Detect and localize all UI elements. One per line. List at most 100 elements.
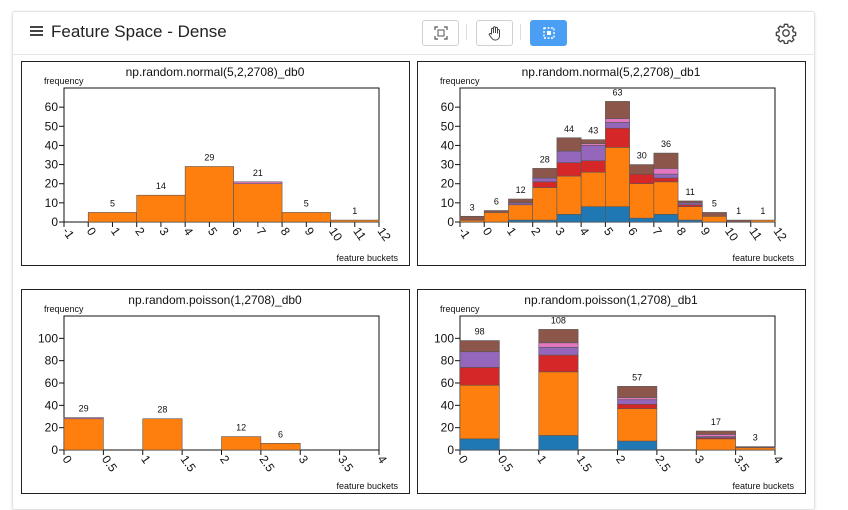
- bar-segment-orange: [459, 384, 500, 440]
- y-tick-label: 30: [45, 158, 59, 172]
- y-tick-label: 20: [441, 177, 455, 191]
- bar-value-label: 5: [712, 198, 717, 208]
- x-tick-label: 7: [649, 225, 664, 239]
- bar-value-label: 43: [588, 126, 598, 136]
- x-tick-label: 2: [613, 453, 628, 467]
- bar-segment-red: [629, 173, 655, 185]
- x-tick-label: 11: [746, 225, 765, 244]
- x-tick-label: 8: [278, 225, 293, 239]
- x-tick-label: 2: [132, 225, 147, 239]
- histogram-panel-poisson-db0: np.random.poisson(1,2708)_db0 frequency fe…: [21, 289, 410, 494]
- bar-value-label: 3: [470, 202, 475, 212]
- x-axis-label: feature buckets: [732, 481, 794, 491]
- chart-title: np.random.poisson(1,2708)_db0: [128, 293, 302, 307]
- bar-segment-blue: [459, 438, 500, 451]
- bar-segment-red: [617, 403, 658, 409]
- histogram-panel-normal-db1: np.random.normal(5,2,2708)_db1 frequency f…: [417, 61, 806, 266]
- bar-segment-purple: [556, 150, 582, 163]
- bar-segment-red: [605, 127, 630, 148]
- bar-value-label: 57: [632, 372, 642, 382]
- x-tick-label: 2: [528, 225, 543, 239]
- bar-value-label: 28: [157, 405, 167, 415]
- bar-value-label: 1: [760, 206, 765, 216]
- x-tick-label: 0: [480, 225, 495, 239]
- bar-segment-orange: [330, 219, 380, 223]
- bar-value-label: 44: [564, 124, 574, 134]
- x-tick-label: -1: [60, 225, 78, 242]
- bar-segment-orange: [136, 194, 186, 223]
- bar-segment-brown: [580, 139, 606, 144]
- hamburger-menu-icon[interactable]: [30, 26, 43, 36]
- y-tick-label: 40: [441, 138, 455, 152]
- bar-segment-orange: [87, 212, 137, 223]
- x-axis-label: feature buckets: [336, 253, 398, 263]
- bar-value-label: 5: [110, 198, 115, 208]
- bar-segment-brown: [556, 137, 582, 152]
- x-tick-label: 3: [156, 225, 171, 239]
- y-tick-label: 20: [45, 421, 59, 435]
- bar-segment-orange: [653, 181, 679, 215]
- box-select-button[interactable]: [530, 20, 567, 46]
- bar-segment-brown: [538, 329, 579, 344]
- bar-value-label: 12: [236, 423, 246, 433]
- bar-segment-purple: [532, 177, 558, 183]
- x-tick-label: 9: [698, 225, 713, 239]
- gear-icon[interactable]: [775, 22, 797, 44]
- bar-segment-orange: [702, 215, 727, 223]
- bar-segment-red: [653, 177, 679, 183]
- bar-segment-blue: [617, 440, 658, 451]
- y-tick-label: 100: [434, 331, 454, 345]
- x-tick-label: 3: [552, 225, 567, 239]
- bar-segment-brown: [702, 212, 727, 217]
- pan-button[interactable]: [476, 20, 513, 46]
- bar-segment-orange: [508, 204, 533, 221]
- bar-segment-orange: [605, 147, 630, 207]
- x-tick-label: 3.5: [731, 453, 752, 475]
- x-tick-label: -1: [456, 225, 474, 242]
- bar-segment-purple: [538, 346, 579, 356]
- x-tick-label: 12: [375, 225, 394, 244]
- x-tick-label: 8: [674, 225, 689, 239]
- bar-segment-blue: [629, 217, 655, 223]
- y-tick-label: 10: [45, 196, 59, 210]
- bar-segment-purple: [459, 351, 500, 368]
- bar-value-label: 3: [753, 433, 758, 443]
- bar-value-label: 21: [253, 168, 263, 178]
- bar-segment-blue: [605, 206, 630, 223]
- bar-segment-pink: [538, 342, 579, 348]
- bar-value-label: 1: [352, 206, 357, 216]
- bar-value-label: 1: [736, 206, 741, 216]
- bar-segment-purple: [605, 122, 630, 129]
- y-axis-label: frequency: [44, 304, 84, 314]
- page-title: Feature Space - Dense: [51, 22, 227, 41]
- y-tick-label: 50: [441, 119, 455, 133]
- bar-segment-orange: [735, 447, 776, 451]
- plot-frame: [63, 315, 380, 451]
- bar-value-label: 6: [278, 429, 283, 439]
- x-tick-label: 6: [625, 225, 640, 239]
- y-tick-label: 10: [441, 196, 455, 210]
- bar-segment-orange: [556, 175, 582, 215]
- y-axis-label: frequency: [44, 76, 84, 86]
- box-select-icon: [542, 27, 555, 39]
- x-tick-label: 1.5: [178, 453, 199, 475]
- bar-segment-brown: [508, 198, 533, 204]
- y-tick-label: 40: [441, 398, 455, 412]
- chart-title: np.random.normal(5,2,2708)_db0: [126, 65, 305, 79]
- chart-title: np.random.poisson(1,2708)_db1: [524, 293, 698, 307]
- x-tick-label: 4: [181, 225, 196, 239]
- x-tick-label: 0.5: [495, 453, 516, 475]
- y-tick-label: 100: [38, 331, 58, 345]
- bar-segment-red: [580, 160, 606, 173]
- x-tick-label: 5: [601, 225, 616, 239]
- bar-segment-pink: [605, 118, 630, 123]
- toolbar-divider: [466, 24, 467, 40]
- bar-segment-orange: [483, 212, 509, 223]
- bar-value-label: 36: [661, 139, 671, 149]
- bar-segment-red: [459, 367, 500, 386]
- bar-value-label: 30: [637, 151, 647, 161]
- bar-segment-orange: [750, 219, 776, 223]
- bar-value-label: 108: [551, 315, 566, 325]
- fit-view-button[interactable]: [422, 20, 459, 46]
- y-tick-label: 0: [447, 443, 454, 457]
